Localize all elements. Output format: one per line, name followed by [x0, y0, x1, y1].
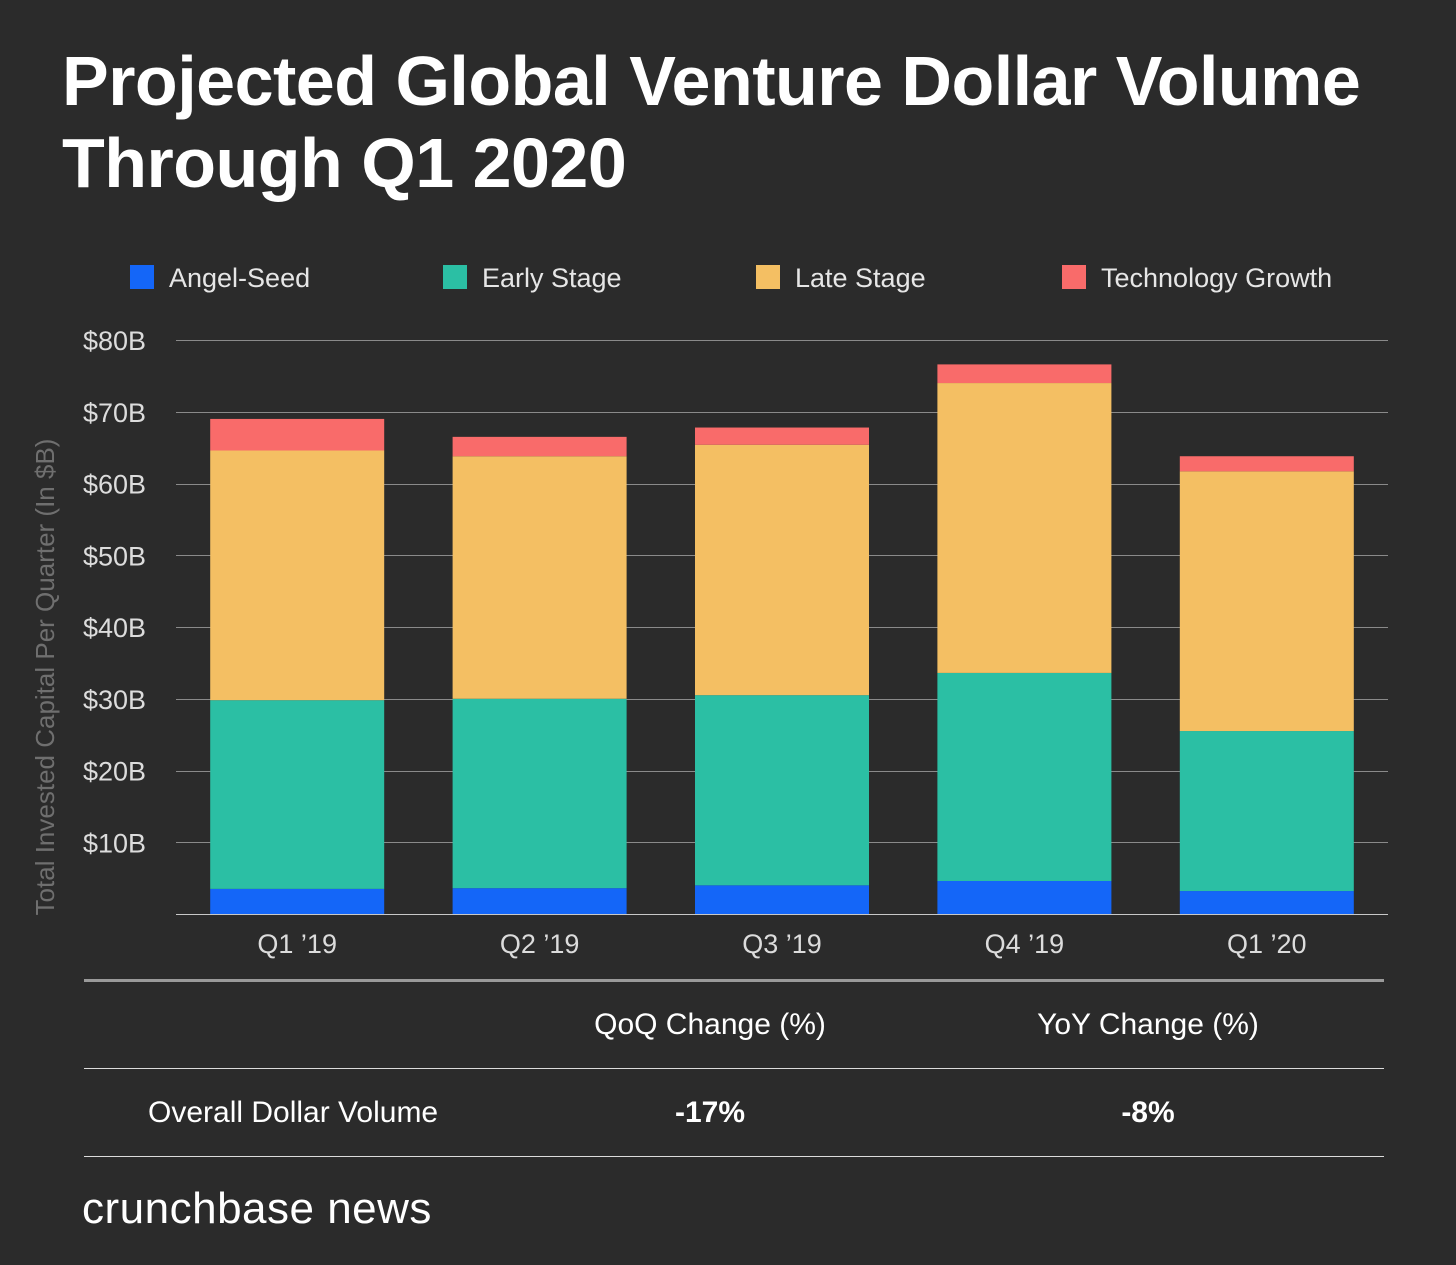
y-tick-label: $80B: [83, 326, 146, 356]
bar-early-stage-q2-19: [452, 698, 627, 889]
table-value-qoq: -17%: [674, 1096, 746, 1129]
x-tick-label: Q1 ’20: [1227, 929, 1307, 959]
bar-early-stage-q3-19: [695, 695, 869, 886]
legend-label-technology-growth: Technology Growth: [1101, 263, 1332, 293]
y-tick-label: $70B: [83, 398, 146, 428]
y-tick-label: $60B: [83, 470, 146, 500]
table-value-yoy: -8%: [1121, 1096, 1175, 1129]
table-header-rule: [84, 1068, 1384, 1069]
bar-technology-growth-q3-19: [695, 427, 869, 445]
legend: Angel-Seed Early Stage Late Stage Technolog…: [130, 263, 1332, 293]
y-axis: $10B $20B $30B $40B $50B $60B $70B $80B: [83, 326, 146, 858]
stacked-bar-chart: Angel-Seed Early Stage Late Stage Technolog…: [30, 263, 1388, 959]
x-tick-label: Q1 ’19: [257, 929, 337, 959]
legend-swatch-early-stage: [443, 265, 467, 289]
bars: [210, 364, 1354, 914]
y-tick-label: $30B: [83, 685, 146, 715]
bar-technology-growth-q4-19: [937, 364, 1112, 384]
bar-late-stage-q4-19: [937, 383, 1112, 673]
bar-angel-seed-q2-19: [452, 888, 627, 914]
bar-technology-growth-q1-20: [1179, 456, 1354, 472]
bar-angel-seed-q3-19: [695, 885, 869, 914]
x-tick-label: Q4 ’19: [985, 929, 1065, 959]
legend-label-early-stage: Early Stage: [482, 263, 622, 293]
y-tick-label: $50B: [83, 541, 146, 571]
legend-swatch-technology-growth: [1062, 265, 1086, 289]
legend-swatch-angel-seed: [130, 265, 154, 289]
y-axis-label: Total Invested Capital Per Quarter (In $…: [30, 439, 60, 916]
bar-late-stage-q2-19: [452, 456, 627, 699]
bar-angel-seed-q4-19: [937, 880, 1112, 914]
y-tick-label: $20B: [83, 757, 146, 787]
y-tick-label: $10B: [83, 828, 146, 858]
bar-technology-growth-q2-19: [452, 436, 627, 457]
bar-late-stage-q1-19: [210, 450, 385, 701]
bar-early-stage-q4-19: [937, 672, 1112, 881]
bar-late-stage-q3-19: [695, 444, 869, 696]
table-header-yoy: YoY Change (%): [1037, 1008, 1259, 1041]
chart-title: Projected Global Venture Dollar Volume T…: [62, 42, 1361, 202]
table-bottom-rule: [84, 1156, 1384, 1157]
legend-label-angel-seed: Angel-Seed: [169, 263, 310, 293]
table-header-qoq: QoQ Change (%): [594, 1008, 826, 1041]
x-tick-label: Q2 ’19: [500, 929, 580, 959]
x-tick-label: Q3 ’19: [742, 929, 822, 959]
y-tick-label: $40B: [83, 613, 146, 643]
bar-early-stage-q1-19: [210, 700, 385, 889]
legend-label-late-stage: Late Stage: [795, 263, 926, 293]
x-axis: Q1 ’19 Q2 ’19 Q3 ’19 Q4 ’19 Q1 ’20: [257, 929, 1306, 959]
bar-early-stage-q1-20: [1179, 731, 1354, 892]
table-row-label: Overall Dollar Volume: [148, 1096, 439, 1129]
crunchbase-news-logo: crunchbase news: [82, 1184, 432, 1233]
bar-angel-seed-q1-20: [1179, 891, 1354, 914]
bar-late-stage-q1-20: [1179, 471, 1354, 732]
legend-swatch-late-stage: [756, 265, 780, 289]
bar-technology-growth-q1-19: [210, 418, 385, 451]
bar-angel-seed-q1-19: [210, 888, 385, 914]
table-top-rule: [84, 979, 1384, 982]
